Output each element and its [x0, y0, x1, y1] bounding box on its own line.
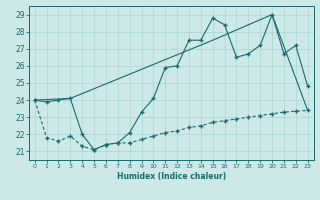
X-axis label: Humidex (Indice chaleur): Humidex (Indice chaleur) [116, 172, 226, 181]
